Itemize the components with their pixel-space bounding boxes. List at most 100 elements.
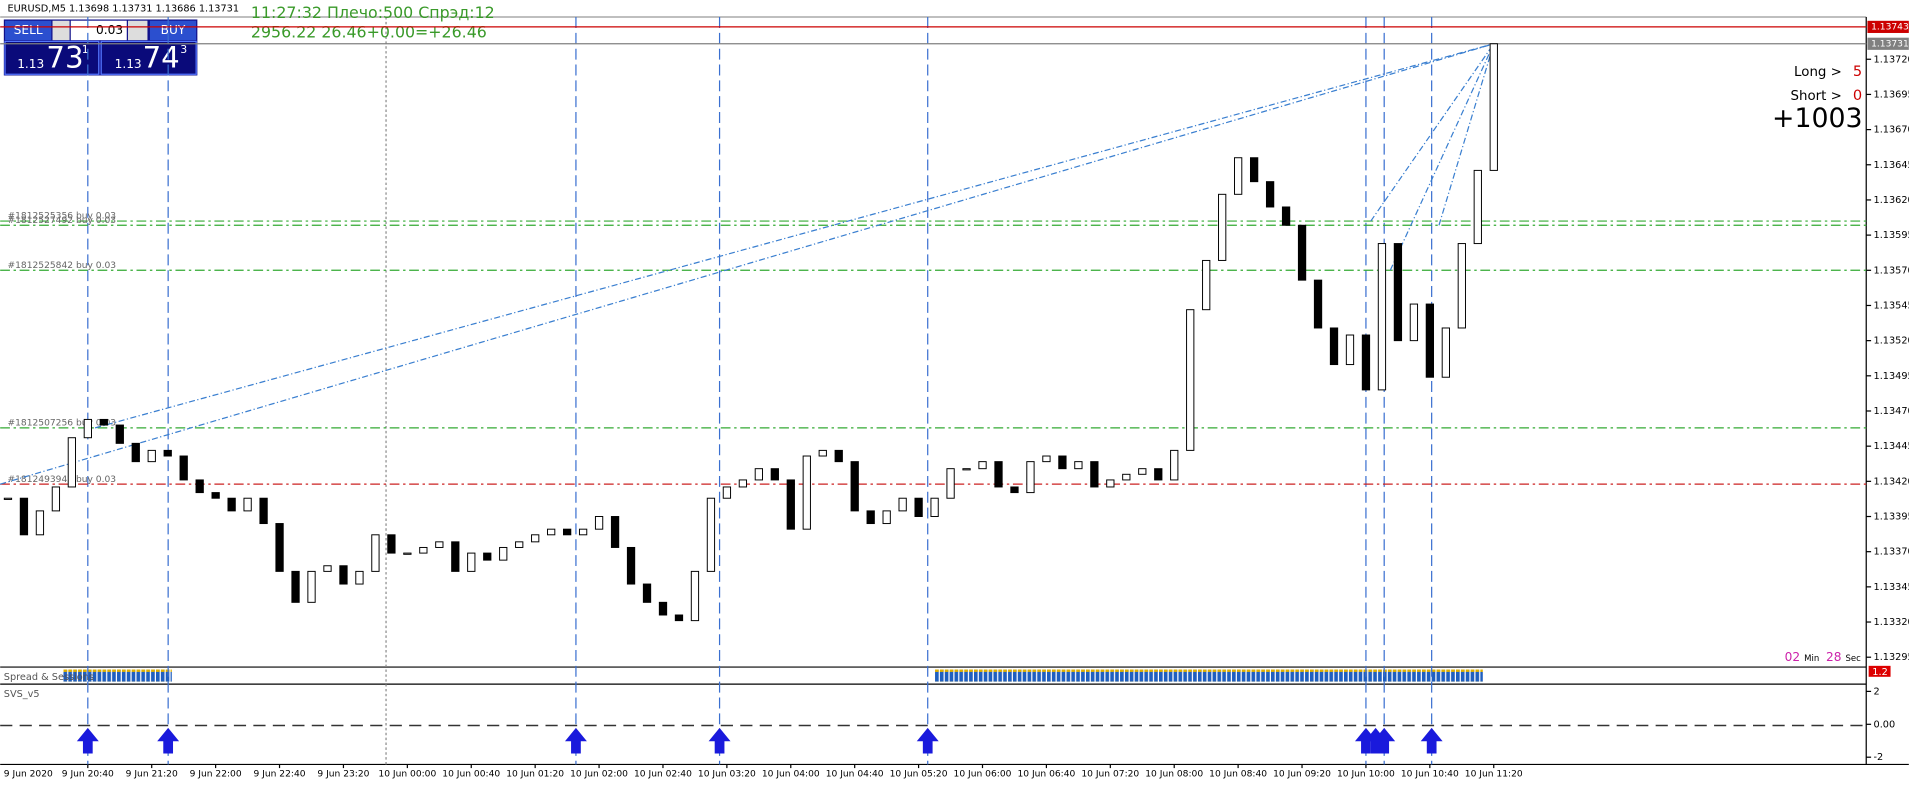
candle-body bbox=[195, 479, 204, 494]
candle-body bbox=[1138, 468, 1147, 475]
candle-body bbox=[1425, 303, 1435, 378]
lot-down[interactable] bbox=[52, 20, 70, 41]
candle-body bbox=[1058, 455, 1067, 470]
trade-link bbox=[1370, 43, 1495, 222]
candle-body bbox=[1106, 479, 1115, 488]
y-tick-label: 1.13370 bbox=[1874, 547, 1909, 558]
candle-body bbox=[339, 565, 348, 585]
ask-pips: 74 bbox=[143, 41, 180, 75]
bid-pips: 73 bbox=[46, 41, 83, 75]
y-tick-label: 1.13645 bbox=[1874, 160, 1909, 171]
candle-body bbox=[1281, 206, 1291, 226]
candle-body bbox=[930, 497, 939, 517]
candle-body bbox=[658, 601, 668, 616]
y-tick-label: 1.13495 bbox=[1874, 371, 1909, 382]
trade-link bbox=[0, 43, 1494, 485]
y-tick-label: 1.13545 bbox=[1874, 300, 1909, 311]
candle-body bbox=[706, 497, 716, 572]
ask-point: 3 bbox=[180, 43, 187, 56]
buy-button[interactable] bbox=[149, 20, 197, 41]
candle-body bbox=[850, 461, 859, 512]
signal-arrow bbox=[1420, 727, 1443, 754]
balance: 2956.22 26.46+0.00=+26.46 bbox=[251, 22, 487, 41]
x-tick-label: 10 Jun 08:00 bbox=[1145, 770, 1203, 780]
x-tick-label: 10 Jun 02:40 bbox=[634, 770, 692, 780]
candle-body bbox=[1393, 243, 1403, 342]
candle-body bbox=[19, 497, 29, 536]
timer-sec-label: Sec bbox=[1846, 654, 1862, 664]
candle-body bbox=[131, 442, 140, 463]
candle-body bbox=[387, 534, 396, 554]
candle-body bbox=[483, 552, 492, 561]
candle-body bbox=[882, 510, 891, 525]
buy-label[interactable]: BUY bbox=[161, 23, 186, 37]
candle-body bbox=[866, 510, 875, 525]
timer-min: 02 bbox=[1785, 650, 1800, 664]
candle-body bbox=[259, 497, 268, 525]
price-tag-label: 1.13743 bbox=[1871, 22, 1909, 32]
candle-body bbox=[994, 461, 1003, 488]
trade-link bbox=[1438, 43, 1495, 226]
candle-body bbox=[1234, 157, 1243, 195]
lot-input[interactable] bbox=[70, 20, 127, 41]
y-tick-label: 1.13445 bbox=[1874, 441, 1909, 452]
order-label: #1812493942 buy 0.03 bbox=[7, 475, 116, 485]
order-label: #1812507256 buy 0.03 bbox=[7, 419, 116, 429]
x-tick-label: 10 Jun 04:00 bbox=[762, 770, 820, 780]
trade-link bbox=[1389, 43, 1495, 271]
candle-body bbox=[67, 437, 77, 488]
lot-value[interactable]: 0.03 bbox=[96, 23, 123, 37]
bid-box[interactable] bbox=[4, 40, 100, 75]
x-tick-label: 10 Jun 08:40 bbox=[1209, 770, 1267, 780]
lot-up[interactable] bbox=[127, 20, 148, 41]
candle-body bbox=[99, 418, 108, 426]
candle-body bbox=[291, 570, 300, 603]
bid-point: 1 bbox=[82, 43, 89, 56]
candle-body bbox=[1202, 259, 1211, 311]
candle-body bbox=[594, 516, 604, 530]
x-tick-label: 10 Jun 10:00 bbox=[1337, 770, 1395, 780]
spread-value: 1.2 bbox=[1872, 667, 1887, 678]
signal-arrow bbox=[708, 727, 731, 754]
candle-body bbox=[1249, 157, 1259, 183]
short-label: Short > bbox=[1791, 89, 1842, 104]
candle-body bbox=[1218, 193, 1227, 261]
candle-body bbox=[1377, 243, 1387, 391]
candle-body bbox=[1313, 279, 1323, 329]
profit: +1003 bbox=[1772, 103, 1863, 134]
price-tag bbox=[1867, 20, 1909, 33]
y-tick-label: 1.13670 bbox=[1874, 125, 1909, 136]
candle-body bbox=[419, 546, 428, 554]
candle-body bbox=[1265, 181, 1275, 208]
candle-body bbox=[1026, 461, 1035, 494]
symbol-line: EURUSD,M5 1.13698 1.13731 1.13686 1.1373… bbox=[7, 4, 239, 15]
sell-label[interactable]: SELL bbox=[14, 23, 43, 37]
candle-body bbox=[962, 468, 971, 471]
candle-body bbox=[3, 497, 13, 500]
y-tick-label: 1.13345 bbox=[1874, 582, 1909, 593]
candle-body bbox=[1473, 169, 1482, 245]
spread-title: Spread & Sessions bbox=[4, 672, 94, 683]
candle-body bbox=[211, 492, 220, 499]
candle-body bbox=[1170, 449, 1179, 481]
trade-link bbox=[94, 43, 1494, 429]
y-tick-label: 0.00 bbox=[1874, 719, 1896, 730]
sell-button[interactable] bbox=[5, 20, 52, 41]
long-label: Long > bbox=[1794, 65, 1842, 80]
x-tick-label: 10 Jun 04:40 bbox=[826, 770, 884, 780]
candle-body bbox=[531, 534, 540, 543]
candle-body bbox=[323, 565, 332, 572]
candle-body bbox=[1297, 224, 1307, 281]
candle-body bbox=[1489, 43, 1498, 171]
y-tick-label: 1.13295 bbox=[1874, 652, 1909, 663]
x-tick-label: 10 Jun 06:40 bbox=[1017, 770, 1075, 780]
y-tick-label: 1.13695 bbox=[1874, 89, 1909, 100]
candle-body bbox=[914, 497, 923, 517]
signal-arrow bbox=[1364, 727, 1387, 754]
x-tick-label: 10 Jun 09:20 bbox=[1273, 770, 1331, 780]
x-tick-label: 9 Jun 22:40 bbox=[253, 770, 305, 780]
candle-body bbox=[435, 541, 444, 548]
timer-sec: 28 bbox=[1826, 650, 1841, 664]
ask-box[interactable] bbox=[100, 40, 197, 75]
y-tick-label: 1.13595 bbox=[1874, 230, 1909, 241]
